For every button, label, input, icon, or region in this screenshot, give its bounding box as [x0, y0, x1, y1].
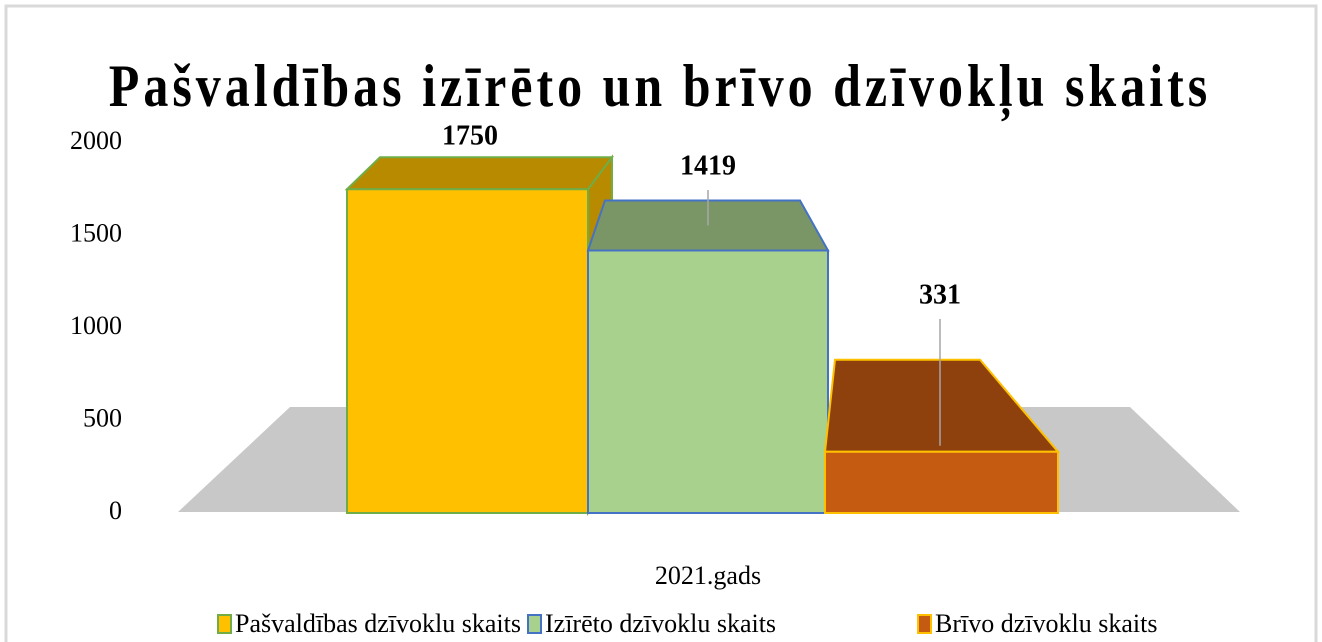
- legend-swatch: [217, 614, 232, 634]
- legend-label: Izīrēto dzīvoklu skaits: [545, 609, 776, 638]
- x-axis-label: 2021.gads: [655, 561, 761, 590]
- chart-title: Pašvaldības izīrēto un brīvo dzīvokļu sk…: [109, 53, 1211, 123]
- legend-swatch: [917, 614, 932, 634]
- legend-label: Pašvaldības dzīvoklu skaits: [235, 609, 521, 638]
- bar-top: [344, 156, 614, 191]
- bar: [824, 450, 1059, 515]
- data-label: 1750: [442, 120, 498, 151]
- data-label: 331: [919, 279, 961, 310]
- y-tick-label: 2000: [70, 126, 122, 155]
- bar: [346, 188, 589, 514]
- y-tick-label: 0: [109, 496, 122, 525]
- data-label: 1419: [680, 150, 736, 181]
- y-tick-label: 1000: [70, 311, 122, 340]
- legend-swatch: [527, 614, 542, 634]
- y-tick-label: 500: [83, 403, 122, 432]
- bar: [587, 249, 829, 515]
- y-tick-label: 1500: [70, 218, 122, 247]
- legend-label: Brīvo dzīvoklu skaits: [935, 609, 1157, 638]
